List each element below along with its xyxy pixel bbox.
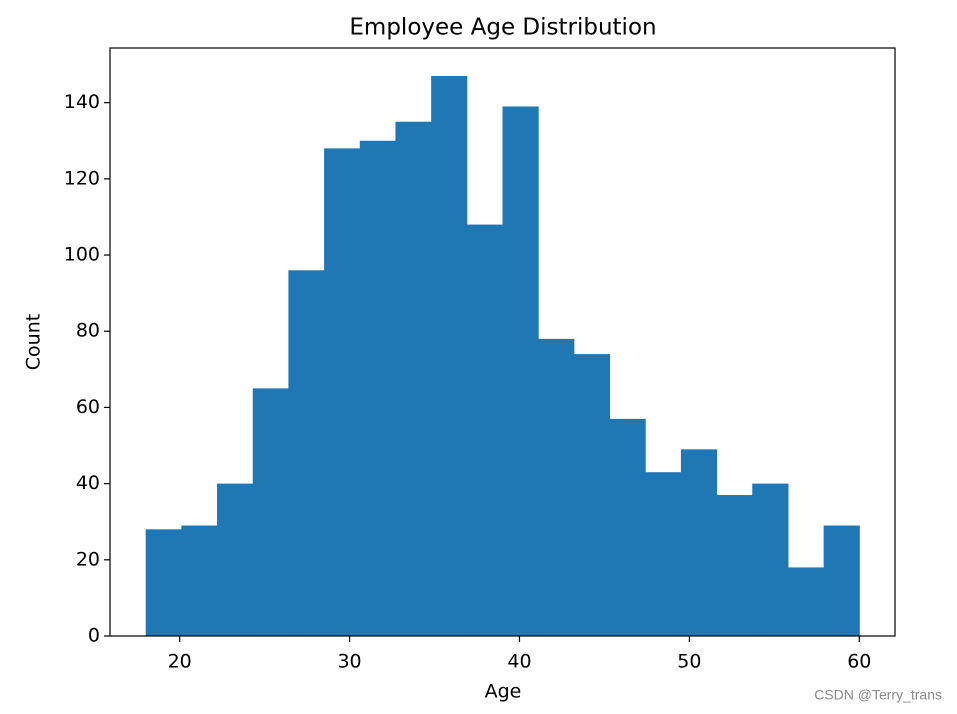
y-tick-label: 20 xyxy=(76,548,100,570)
y-tick-label: 120 xyxy=(64,167,100,189)
x-tick-label: 30 xyxy=(337,651,361,673)
bar xyxy=(288,270,325,636)
plot-frame xyxy=(109,47,896,637)
x-tick-label: 40 xyxy=(507,651,531,673)
y-tick-label: 80 xyxy=(76,320,100,342)
bar xyxy=(609,418,646,636)
x-tick-label: 50 xyxy=(677,651,701,673)
y-tick-label: 40 xyxy=(76,472,100,494)
bar xyxy=(538,338,575,636)
bar xyxy=(645,472,682,636)
x-tick-label: 60 xyxy=(847,651,871,673)
bar xyxy=(217,483,254,636)
x-axis-label: Age xyxy=(485,681,522,703)
bar xyxy=(716,495,753,636)
bar xyxy=(359,140,396,636)
bar xyxy=(787,567,825,636)
y-tick-label: 140 xyxy=(64,91,100,113)
bar xyxy=(395,121,432,636)
bar xyxy=(466,224,503,637)
y-axis-label: Count xyxy=(23,314,45,370)
bar xyxy=(252,388,289,636)
y-tick-label: 0 xyxy=(88,625,100,647)
bar xyxy=(145,529,182,636)
x-tick-label: 20 xyxy=(168,651,192,673)
bar xyxy=(752,483,789,636)
bar xyxy=(181,525,218,636)
bar xyxy=(680,449,718,636)
bar xyxy=(324,148,361,636)
y-tick-label: 100 xyxy=(64,244,100,266)
bar xyxy=(431,76,468,636)
y-tick-label: 60 xyxy=(76,396,100,418)
chart-title: Employee Age Distribution xyxy=(349,15,656,41)
bar xyxy=(573,354,611,636)
watermark: CSDN @Terry_trans xyxy=(814,687,942,703)
bar xyxy=(823,525,860,636)
bar xyxy=(502,106,539,636)
